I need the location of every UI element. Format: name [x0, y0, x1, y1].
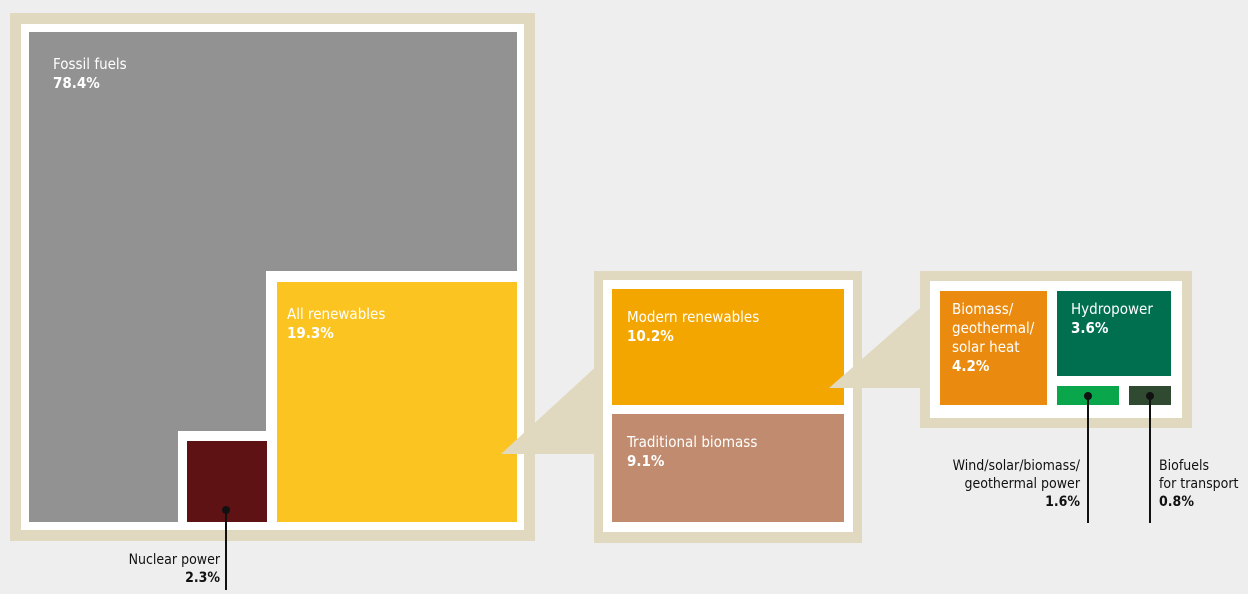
fossil-fuels-name: Fossil fuels: [53, 55, 127, 73]
fossil-fuels-label: Fossil fuels 78.4%: [53, 55, 127, 93]
biofuels-name-line2: for transport: [1159, 476, 1239, 492]
heat-block: [940, 291, 1047, 405]
biofuels-label: Biofuels for transport 0.8%: [1159, 457, 1248, 511]
heat-name-line1: Biomass/: [952, 300, 1014, 318]
wind-solar-power-name-line1: Wind/solar/biomass/: [952, 458, 1080, 474]
heat-name-line2: geothermal/: [952, 319, 1035, 337]
modern-renewables-name: Modern renewables: [627, 308, 760, 326]
zoom-connector-modern: [829, 302, 927, 388]
nuclear-power-value: 2.3%: [185, 570, 220, 586]
modern-renewables-label: Modern renewables 10.2%: [627, 308, 759, 346]
all-renewables-name: All renewables: [287, 305, 386, 323]
heat-value: 4.2%: [952, 357, 990, 375]
heat-label: Biomass/ geothermal/ solar heat 4.2%: [952, 300, 1034, 376]
hydropower-value: 3.6%: [1071, 319, 1109, 337]
fossil-fuels-value: 78.4%: [53, 74, 100, 92]
biofuels-value: 0.8%: [1159, 494, 1194, 510]
hydropower-label: Hydropower 3.6%: [1071, 300, 1153, 338]
zoom-connector-renewables: [501, 362, 601, 454]
hydropower-block: [1057, 291, 1171, 376]
wind-solar-power-name-line2: geothermal power: [964, 476, 1080, 492]
modern-renewables-value: 10.2%: [627, 327, 674, 345]
traditional-biomass-block: [612, 414, 844, 522]
hydropower-name: Hydropower: [1071, 300, 1153, 318]
traditional-biomass-name: Traditional biomass: [627, 433, 758, 451]
nuclear-power-name: Nuclear power: [128, 552, 220, 568]
biofuels-name-line1: Biofuels: [1159, 458, 1210, 474]
all-renewables-label: All renewables 19.3%: [287, 305, 385, 343]
traditional-biomass-value: 9.1%: [627, 452, 665, 470]
nuclear-power-label: Nuclear power 2.3%: [100, 551, 220, 587]
traditional-biomass-label: Traditional biomass 9.1%: [627, 433, 757, 471]
modern-renewables-block: [612, 289, 844, 405]
all-renewables-block: [277, 282, 517, 522]
heat-name-line3: solar heat: [952, 338, 1020, 356]
nuclear-leader-dot: [222, 506, 230, 514]
wind-solar-power-label: Wind/solar/biomass/ geothermal power 1.6…: [900, 457, 1080, 511]
wind-solar-leader-dot: [1084, 392, 1092, 400]
wind-solar-power-value: 1.6%: [1045, 494, 1080, 510]
all-renewables-value: 19.3%: [287, 324, 334, 342]
biofuels-leader-dot: [1146, 392, 1154, 400]
